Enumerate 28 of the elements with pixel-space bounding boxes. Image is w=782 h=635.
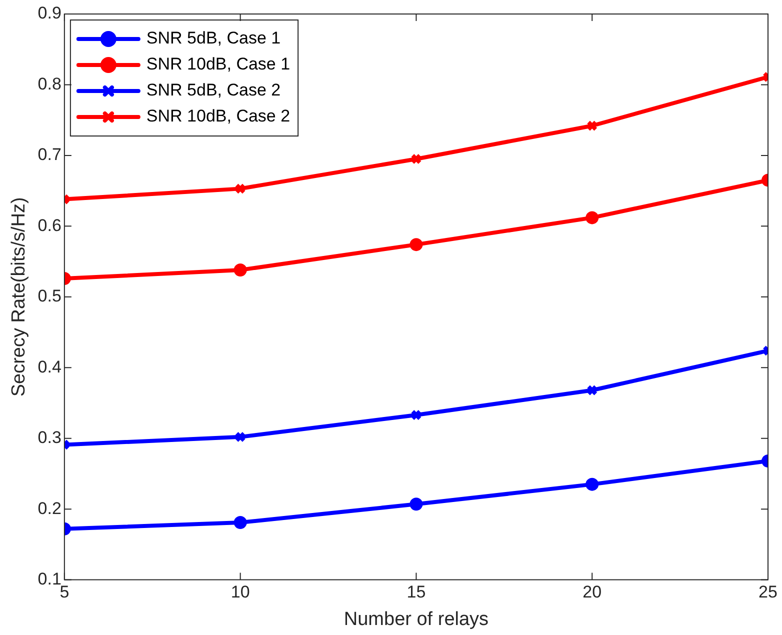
legend-label: SNR 5dB, Case 1 — [146, 28, 281, 48]
legend-label: SNR 10dB, Case 2 — [146, 106, 290, 126]
y-tick-label: 0.5 — [38, 286, 62, 306]
x-tick-label: 25 — [758, 582, 778, 602]
y-tick-label: 0.6 — [38, 216, 62, 235]
y-tick-label: 0.4 — [38, 357, 62, 376]
y-tick-label: 0.9 — [38, 4, 62, 23]
y-tick-label: 0.2 — [38, 498, 62, 518]
y-tick-label: 0.3 — [38, 428, 62, 448]
x-tick-label: 10 — [230, 582, 250, 602]
point — [410, 409, 422, 421]
y-tick-label: 0.7 — [38, 145, 62, 164]
x-axis-title: Number of relays — [344, 608, 489, 630]
point — [234, 431, 246, 442]
x-tick-label: 5 — [60, 582, 70, 602]
legend-label: SNR 5dB, Case 2 — [146, 80, 281, 100]
point — [234, 516, 247, 530]
y-tick-label: 0.1 — [38, 569, 62, 588]
x-tick-label: 15 — [406, 582, 426, 602]
point — [410, 238, 423, 252]
point — [234, 183, 246, 194]
x-tick-label: 20 — [582, 582, 602, 602]
legend-label: SNR 10dB, Case 1 — [146, 54, 290, 74]
y-tick-label: 0.8 — [38, 74, 62, 94]
point — [410, 153, 422, 165]
y-axis-title: Secrecy Rate(bits/s/Hz) — [8, 197, 30, 397]
point — [234, 264, 247, 277]
point — [410, 498, 423, 511]
